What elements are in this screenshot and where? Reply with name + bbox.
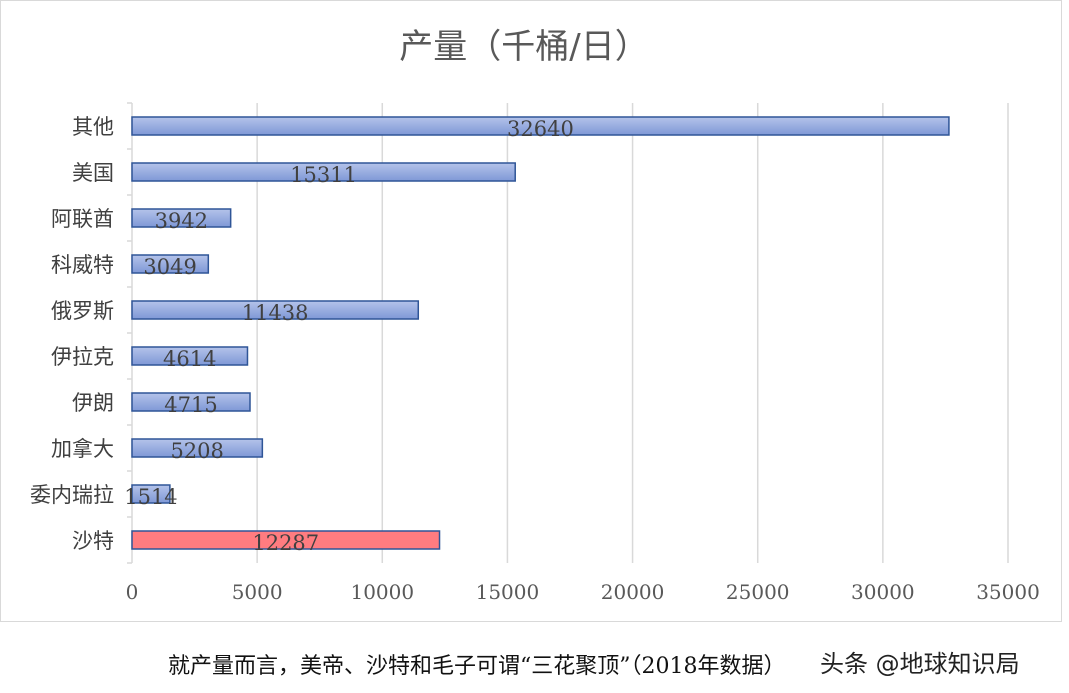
data-label: 12287 bbox=[252, 531, 319, 555]
category-label: 沙特 bbox=[72, 529, 114, 553]
category-label: 美国 bbox=[72, 161, 114, 185]
x-tick-label: 15000 bbox=[476, 580, 540, 604]
category-label: 委内瑞拉 bbox=[30, 483, 114, 507]
watermark: 头条 @地球知识局 bbox=[820, 650, 1020, 678]
category-label: 其他 bbox=[72, 115, 114, 139]
bar-5 bbox=[131, 346, 249, 366]
bar-3 bbox=[131, 254, 210, 274]
bar-8 bbox=[131, 484, 171, 504]
bar-7 bbox=[131, 438, 264, 458]
data-label: 32640 bbox=[507, 117, 574, 141]
bar-chart: 产量（千桶/日） 0 5000 10000 15000 20000 25000 30000 3… bbox=[30, 27, 1040, 604]
chart-title: 产量（千桶/日） bbox=[399, 27, 648, 67]
category-label: 伊拉克 bbox=[51, 345, 114, 369]
category-label: 俄罗斯 bbox=[51, 299, 114, 323]
x-tick-label: 30000 bbox=[851, 580, 915, 604]
data-label: 5208 bbox=[170, 439, 223, 463]
x-tick-label: 0 bbox=[126, 580, 139, 604]
bar-9 bbox=[131, 530, 441, 550]
x-tick-label: 20000 bbox=[601, 580, 665, 604]
bar-0 bbox=[131, 116, 950, 136]
data-label: 4614 bbox=[163, 347, 216, 371]
data-label: 4715 bbox=[164, 393, 217, 417]
bar-2 bbox=[131, 208, 232, 228]
category-label: 科威特 bbox=[51, 253, 114, 277]
data-label: 3942 bbox=[155, 209, 208, 233]
category-label: 伊朗 bbox=[72, 391, 114, 415]
data-label: 11438 bbox=[242, 301, 309, 325]
bar-4 bbox=[131, 300, 420, 320]
bar-6 bbox=[131, 392, 251, 412]
x-tick-label: 5000 bbox=[232, 580, 283, 604]
chart-frame bbox=[0, 0, 1062, 622]
data-label: 1514 bbox=[124, 485, 177, 509]
bar-1 bbox=[131, 162, 516, 182]
data-label: 15311 bbox=[290, 163, 357, 187]
category-label: 加拿大 bbox=[51, 437, 114, 461]
caption: 就产量而言，美帝、沙特和毛子可谓“三花聚顶”（2018年数据） bbox=[168, 654, 786, 679]
x-tick-label: 35000 bbox=[976, 580, 1040, 604]
data-label: 3049 bbox=[143, 255, 196, 279]
x-tick-label: 10000 bbox=[350, 580, 414, 604]
category-label: 阿联酋 bbox=[51, 207, 114, 231]
x-tick-label: 25000 bbox=[726, 580, 790, 604]
